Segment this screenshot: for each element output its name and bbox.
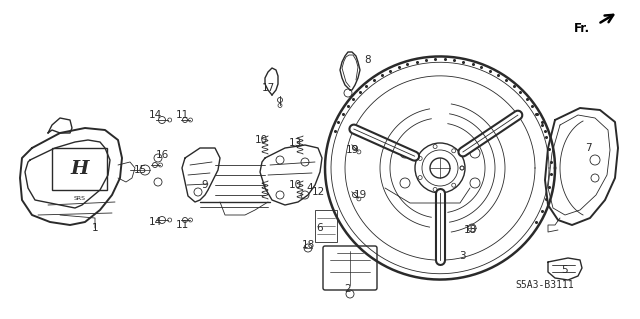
Text: 9: 9 xyxy=(202,180,208,190)
Text: 19: 19 xyxy=(346,145,358,155)
Text: SRS: SRS xyxy=(74,196,86,201)
Text: 10: 10 xyxy=(289,180,301,190)
Text: 18: 18 xyxy=(463,225,477,235)
Text: 1: 1 xyxy=(92,223,99,233)
Text: 15: 15 xyxy=(133,165,147,175)
Text: 17: 17 xyxy=(261,83,275,93)
Text: 7: 7 xyxy=(585,143,591,153)
Text: 4: 4 xyxy=(307,183,314,193)
Text: 12: 12 xyxy=(312,187,324,197)
Text: 14: 14 xyxy=(148,217,162,227)
Text: 11: 11 xyxy=(175,110,189,120)
Text: 16: 16 xyxy=(156,150,168,160)
Text: Fr.: Fr. xyxy=(574,21,590,34)
Text: 6: 6 xyxy=(317,223,323,233)
Text: 13: 13 xyxy=(289,138,301,148)
Text: 14: 14 xyxy=(148,110,162,120)
Text: 3: 3 xyxy=(459,251,465,261)
Text: 10: 10 xyxy=(255,135,268,145)
Text: S5A3-B3111: S5A3-B3111 xyxy=(516,280,574,290)
Text: 8: 8 xyxy=(365,55,371,65)
Text: 18: 18 xyxy=(301,240,315,250)
Text: 5: 5 xyxy=(562,265,568,275)
Text: 11: 11 xyxy=(175,220,189,230)
Text: 19: 19 xyxy=(353,190,367,200)
Text: H: H xyxy=(70,160,89,178)
Text: 2: 2 xyxy=(345,284,351,294)
